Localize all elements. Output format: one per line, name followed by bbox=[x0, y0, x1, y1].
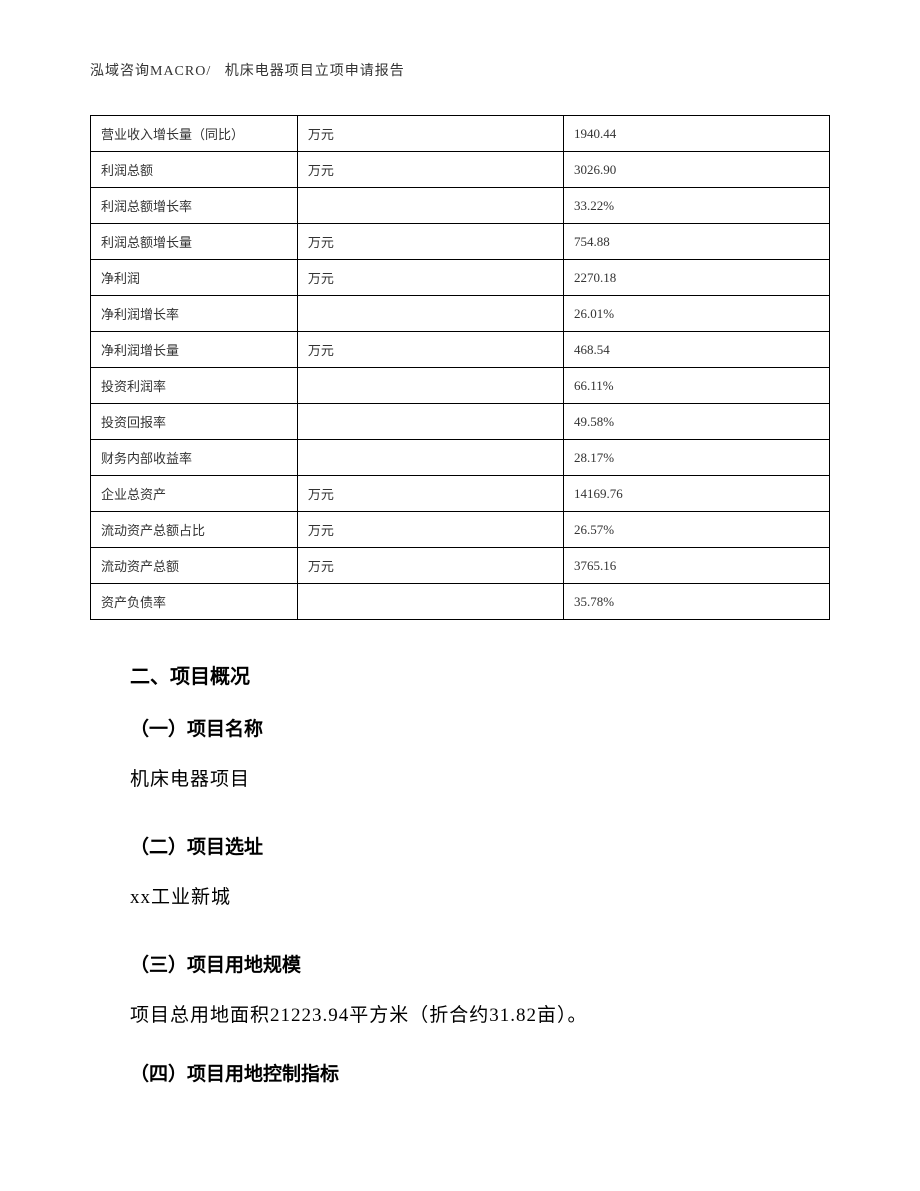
cell-value: 26.57% bbox=[563, 512, 829, 548]
cell-label: 净利润 bbox=[91, 260, 298, 296]
cell-value: 49.58% bbox=[563, 404, 829, 440]
table-row: 利润总额增长量 万元 754.88 bbox=[91, 224, 830, 260]
cell-value: 3765.16 bbox=[563, 548, 829, 584]
subsection-title-3: （三）项目用地规模 bbox=[130, 950, 830, 977]
cell-label: 营业收入增长量（同比） bbox=[91, 116, 298, 152]
table-row: 企业总资产 万元 14169.76 bbox=[91, 476, 830, 512]
cell-label: 利润总额增长量 bbox=[91, 224, 298, 260]
table-row: 利润总额增长率 33.22% bbox=[91, 188, 830, 224]
cell-label: 投资回报率 bbox=[91, 404, 298, 440]
cell-unit: 万元 bbox=[297, 224, 563, 260]
table-row: 投资回报率 49.58% bbox=[91, 404, 830, 440]
cell-value: 33.22% bbox=[563, 188, 829, 224]
table-row: 流动资产总额 万元 3765.16 bbox=[91, 548, 830, 584]
cell-label: 利润总额 bbox=[91, 152, 298, 188]
cell-unit: 万元 bbox=[297, 476, 563, 512]
cell-value: 66.11% bbox=[563, 368, 829, 404]
cell-unit: 万元 bbox=[297, 116, 563, 152]
cell-label: 净利润增长率 bbox=[91, 296, 298, 332]
table-row: 营业收入增长量（同比） 万元 1940.44 bbox=[91, 116, 830, 152]
cell-label: 流动资产总额 bbox=[91, 548, 298, 584]
subsection-title-1: （一）项目名称 bbox=[130, 714, 830, 741]
financial-table: 营业收入增长量（同比） 万元 1940.44 利润总额 万元 3026.90 利… bbox=[90, 115, 830, 620]
page-header: 泓域咨询MACRO/ 机床电器项目立项申请报告 bbox=[90, 60, 830, 80]
cell-label: 资产负债率 bbox=[91, 584, 298, 620]
cell-label: 财务内部收益率 bbox=[91, 440, 298, 476]
cell-value: 2270.18 bbox=[563, 260, 829, 296]
cell-unit bbox=[297, 404, 563, 440]
cell-unit bbox=[297, 368, 563, 404]
cell-value: 14169.76 bbox=[563, 476, 829, 512]
table-row: 利润总额 万元 3026.90 bbox=[91, 152, 830, 188]
cell-label: 企业总资产 bbox=[91, 476, 298, 512]
cell-label: 净利润增长量 bbox=[91, 332, 298, 368]
cell-value: 468.54 bbox=[563, 332, 829, 368]
cell-value: 35.78% bbox=[563, 584, 829, 620]
cell-value: 754.88 bbox=[563, 224, 829, 260]
subsection-title-4: （四）项目用地控制指标 bbox=[130, 1059, 830, 1086]
subsection-title-2: （二）项目选址 bbox=[130, 832, 830, 859]
cell-value: 1940.44 bbox=[563, 116, 829, 152]
table-row: 流动资产总额占比 万元 26.57% bbox=[91, 512, 830, 548]
table-row: 净利润增长量 万元 468.54 bbox=[91, 332, 830, 368]
table-row: 净利润 万元 2270.18 bbox=[91, 260, 830, 296]
body-text-2: xx工业新城 bbox=[130, 881, 830, 915]
cell-unit bbox=[297, 188, 563, 224]
cell-value: 26.01% bbox=[563, 296, 829, 332]
cell-unit: 万元 bbox=[297, 332, 563, 368]
table-body: 营业收入增长量（同比） 万元 1940.44 利润总额 万元 3026.90 利… bbox=[91, 116, 830, 620]
table-row: 净利润增长率 26.01% bbox=[91, 296, 830, 332]
table-row: 投资利润率 66.11% bbox=[91, 368, 830, 404]
cell-label: 流动资产总额占比 bbox=[91, 512, 298, 548]
cell-unit: 万元 bbox=[297, 548, 563, 584]
section-title: 二、项目概况 bbox=[130, 660, 830, 689]
body-text-1: 机床电器项目 bbox=[130, 763, 830, 797]
company-name: 泓域咨询MACRO/ bbox=[90, 64, 211, 79]
doc-title: 机床电器项目立项申请报告 bbox=[225, 64, 405, 79]
table-row: 财务内部收益率 28.17% bbox=[91, 440, 830, 476]
cell-value: 3026.90 bbox=[563, 152, 829, 188]
body-text-3: 项目总用地面积21223.94平方米（折合约31.82亩）。 bbox=[130, 999, 830, 1033]
cell-unit bbox=[297, 296, 563, 332]
cell-unit: 万元 bbox=[297, 512, 563, 548]
cell-label: 利润总额增长率 bbox=[91, 188, 298, 224]
cell-unit: 万元 bbox=[297, 260, 563, 296]
cell-label: 投资利润率 bbox=[91, 368, 298, 404]
table-row: 资产负债率 35.78% bbox=[91, 584, 830, 620]
cell-unit bbox=[297, 440, 563, 476]
cell-unit: 万元 bbox=[297, 152, 563, 188]
cell-unit bbox=[297, 584, 563, 620]
cell-value: 28.17% bbox=[563, 440, 829, 476]
